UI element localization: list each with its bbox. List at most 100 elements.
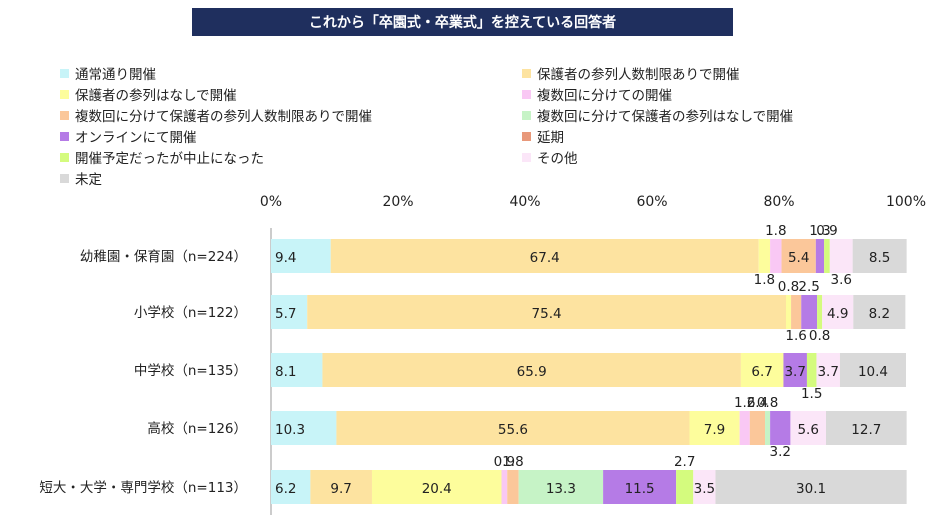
legend-swatch: [522, 68, 531, 78]
bar-segment: [689, 411, 740, 445]
legend-swatch: [60, 131, 69, 141]
bar-segment: [839, 353, 906, 387]
data-label: 11.5: [625, 481, 655, 497]
bar-segment: [829, 239, 853, 273]
legend-label: 開催予定だったが中止になった: [75, 151, 264, 167]
bar-segment: [310, 470, 372, 504]
data-label: 1.8: [754, 272, 775, 288]
data-label: 3.7: [784, 364, 805, 380]
legend-swatch: [522, 152, 531, 162]
bar-segment: [371, 470, 502, 504]
data-label: 6.7: [751, 364, 772, 380]
category-label: 小学校（n=122）: [134, 304, 247, 321]
bar-segment: [783, 353, 807, 387]
x-tick-label: 60%: [636, 194, 667, 210]
legend-label: 未定: [75, 172, 102, 188]
category-label: 短大・大学・専門学校（n=113）: [39, 479, 247, 496]
bar-segment: [749, 411, 766, 445]
data-label: 5.7: [275, 306, 296, 322]
bar-segment: [758, 239, 771, 273]
x-tick-label: 40%: [509, 194, 540, 210]
category-label: 幼稚園・保育園（n=224）: [80, 249, 247, 265]
data-label: 67.4: [530, 250, 560, 266]
data-label: 5.4: [788, 250, 809, 266]
legend-label: 通常通り開催: [75, 67, 156, 83]
legend-label: 保護者の参列人数制限ありで開催: [537, 67, 740, 83]
bar-segment: [739, 411, 750, 445]
data-label: 0.8: [757, 395, 778, 411]
x-tick-label: 100%: [886, 194, 926, 210]
bar-segment: [271, 470, 311, 504]
data-label: 2.5: [798, 279, 819, 295]
bar-segment: [307, 295, 786, 329]
data-label: 10.3: [275, 422, 305, 438]
bar-segment: [322, 353, 741, 387]
x-tick-label: 0%: [260, 194, 282, 210]
bar-segment: [603, 470, 677, 504]
data-label: 10.4: [858, 364, 888, 380]
data-label: 3.6: [830, 272, 851, 288]
bar-segment: [676, 470, 694, 504]
data-label: 65.9: [517, 364, 547, 380]
data-label: 55.6: [498, 422, 528, 438]
x-tick-label: 80%: [763, 194, 794, 210]
bar-segment: [770, 239, 782, 273]
legend-label: 延期: [537, 130, 564, 146]
bar-segment: [822, 295, 854, 329]
legend-label: オンラインにて開催: [75, 130, 197, 146]
data-label: 30.1: [796, 481, 826, 497]
data-label: 3.2: [770, 444, 791, 460]
data-label: 0.8: [778, 279, 799, 295]
bar-segment: [330, 239, 759, 273]
bar-segment: [785, 295, 792, 329]
bar-segment: [271, 411, 337, 445]
legend-item: 複数回に分けて保護者の参列人数制限ありで開催: [60, 104, 372, 126]
legend-swatch: [60, 173, 69, 183]
data-label: 1.8: [502, 454, 523, 470]
data-label: 8.2: [869, 306, 890, 322]
legend-item: 延期: [522, 125, 564, 147]
legend-item: その他: [522, 146, 578, 168]
legend-item: 未定: [60, 167, 102, 189]
legend-item: 保護者の参列人数制限ありで開催: [522, 62, 740, 84]
legend-swatch: [60, 89, 69, 99]
legend-item: 複数回に分けて保護者の参列はなしで開催: [522, 104, 793, 126]
data-label: 2.7: [674, 454, 695, 470]
bar-segment: [501, 470, 508, 504]
data-label: 6.2: [275, 481, 296, 497]
bar-segment: [271, 295, 308, 329]
bar-segment: [518, 470, 604, 504]
data-label: 2.4: [747, 395, 768, 411]
data-label: 5.6: [797, 422, 818, 438]
bar-segment: [715, 470, 907, 504]
data-label: 8.1: [275, 364, 296, 380]
legend-swatch: [522, 110, 531, 120]
data-label: 75.4: [532, 306, 562, 322]
data-label: 1.5: [801, 386, 822, 402]
data-label: 0.9: [816, 223, 837, 239]
bar-segment: [770, 411, 791, 445]
data-label: 12.7: [851, 422, 881, 438]
legend-label: 保護者の参列はなしで開催: [75, 88, 237, 104]
legend-item: 通常通り開催: [60, 62, 156, 84]
data-label: 7.9: [704, 422, 725, 438]
legend-item: 複数回に分けての開催: [522, 83, 672, 105]
bar-segment: [693, 470, 716, 504]
bar-segment: [825, 411, 907, 445]
legend-item: オンラインにて開催: [60, 125, 197, 147]
data-label: 0.9: [494, 454, 515, 470]
legend-swatch: [60, 110, 69, 120]
legend-item: 保護者の参列はなしで開催: [60, 83, 237, 105]
bar-segment: [507, 470, 519, 504]
bar-segment: [816, 353, 840, 387]
legend-label: 複数回に分けての開催: [537, 88, 672, 104]
data-label: 1.8: [765, 223, 786, 239]
legend-label: その他: [537, 151, 578, 167]
legend-label: 複数回に分けて保護者の参列はなしで開催: [537, 109, 794, 125]
bar-segment: [815, 239, 825, 273]
bar-segment: [271, 353, 323, 387]
data-label: 13.3: [546, 481, 576, 497]
bar-segment: [781, 239, 816, 273]
bar-segment: [790, 411, 826, 445]
